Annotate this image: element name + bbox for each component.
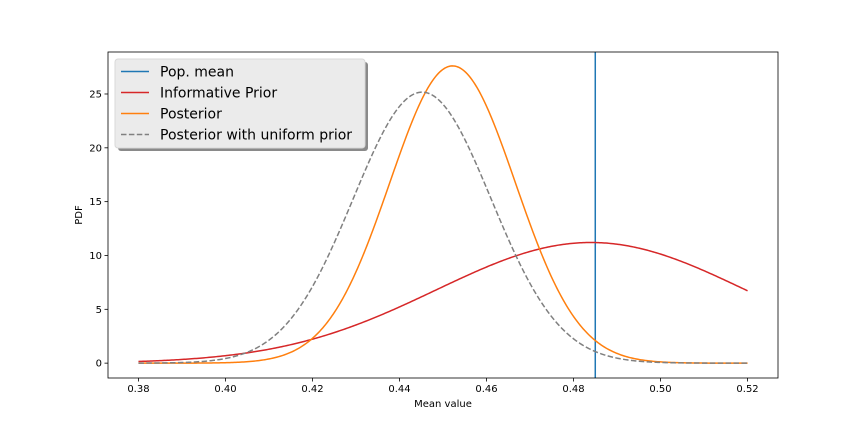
axes-frame: [107, 51, 779, 379]
legend-label: Informative Prior: [160, 86, 277, 102]
y-axis: 0 5 10 15 20 25: [89, 89, 108, 370]
x-tick-label: 0.44: [388, 384, 410, 395]
x-tick-label: 0.52: [736, 384, 758, 395]
x-axis-label: Mean value: [414, 399, 472, 410]
x-tick-label: 0.38: [127, 384, 149, 395]
y-tick-label: 5: [96, 305, 102, 316]
y-tick-label: 15: [89, 197, 102, 208]
y-tick-label: 0: [96, 359, 102, 370]
x-tick-label: 0.42: [301, 384, 323, 395]
y-tick-label: 25: [89, 89, 102, 100]
series-group: [138, 52, 748, 378]
axes-border: [107, 51, 779, 379]
legend: Pop. mean Informative Prior Posterior Poste…: [114, 58, 368, 151]
x-tick-label: 0.50: [649, 384, 671, 395]
x-tick-label: 0.40: [214, 384, 236, 395]
y-tick-label: 20: [89, 143, 102, 154]
legend-label: Posterior with uniform prior: [160, 128, 352, 144]
x-axis: 0.38 0.40 0.42 0.44 0.46 0.48 0.50 0.52: [127, 378, 759, 395]
series-line-informative-prior: [138, 241, 748, 363]
x-tick-label: 0.48: [562, 384, 584, 395]
series-line-posterior: [138, 65, 748, 364]
x-tick-label: 0.46: [475, 384, 497, 395]
legend-label: Pop. mean: [160, 65, 234, 81]
legend-label: Posterior: [160, 107, 222, 123]
y-axis-label: PDF: [74, 205, 85, 225]
legend-box: [114, 58, 366, 149]
y-tick-label: 10: [89, 251, 102, 262]
